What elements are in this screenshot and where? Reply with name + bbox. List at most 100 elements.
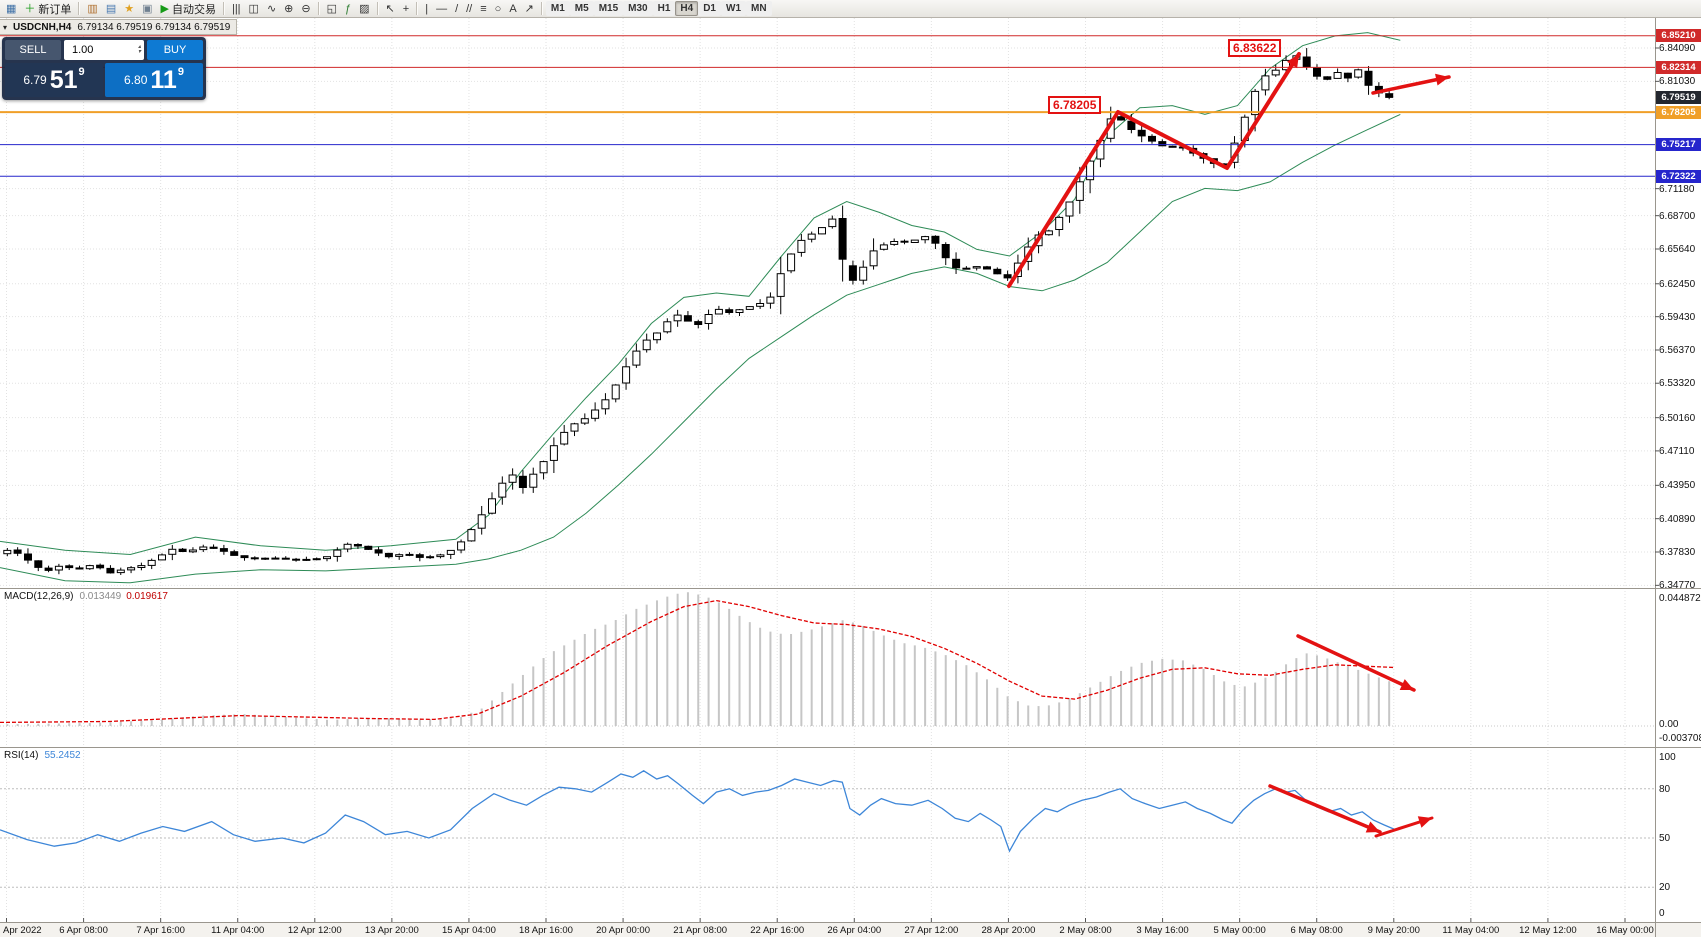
timeframe-d1-button[interactable]: D1 [698,1,721,16]
templates-icon: ▨ [359,2,370,15]
high-callout: 6.83622 [1228,39,1282,57]
price-tick-label: 6.81030 [1659,76,1696,88]
indicators-icon: ƒ [345,2,352,15]
price-tick-label: 6.56370 [1659,345,1696,356]
time-axis-label: 12 Apr 12:00 [287,925,342,936]
time-axis-label: 27 Apr 12:00 [904,925,959,936]
price-line-label-6.72322: 6.72322 [1656,169,1701,183]
fibonacci-icon[interactable]: ≡ [476,1,490,17]
time-axis-label: 22 Apr 16:00 [750,925,805,936]
tile-windows-icon[interactable]: ◱ [323,1,341,17]
ask-price[interactable]: 6.80 11 9 [105,63,203,97]
fibonacci-icon: ≡ [480,2,487,15]
timeframe-m30-button[interactable]: M30 [623,1,653,16]
trendline-icon[interactable]: / [451,1,462,17]
templates-icon[interactable]: ▨ [355,1,373,17]
text-icon: A [509,2,517,15]
rsi-axis-label: 20 [1659,882,1671,894]
horizontal-level-lines[interactable] [0,35,1655,177]
bollinger-upper-line [0,32,1401,556]
arrow-tool-icon[interactable]: ↗ [521,1,538,17]
market-watch-icon[interactable]: ▥ [83,1,101,17]
rsi-value: 55.2452 [44,750,81,761]
pane-separator-rsi[interactable] [0,745,1655,749]
zoom-in-icon[interactable]: ⊕ [280,1,297,17]
time-axis-label: 9 May 20:00 [1367,925,1420,936]
timeframe-m15-button[interactable]: M15 [593,1,624,16]
channel-icon[interactable]: // [462,1,476,17]
new-order-button[interactable]: ＋新订单 [20,1,75,17]
toolbar-separator [317,2,320,15]
sell-button[interactable]: SELL [5,40,61,60]
volume-input[interactable]: 1.00 ▴ ▾ [64,40,144,60]
time-axis-label: 18 Apr 16:00 [519,925,573,936]
timeframe-h4-button[interactable]: H4 [675,1,699,16]
time-axis-label: 6 Apr 08:00 [59,925,108,936]
bar-chart-icon[interactable]: ||| [228,1,245,17]
cursor-icon[interactable]: ↖ [382,1,399,17]
ask-price-big: 11 [150,66,177,94]
time-axis-label: Apr 2022 [3,925,42,936]
candlestick-icon[interactable]: ◫ [245,1,263,17]
shapes-icon[interactable]: ○ [491,1,506,17]
zoom-out-icon[interactable]: ⊖ [297,1,314,17]
volume-down-icon[interactable]: ▾ [137,49,141,55]
indicators-icon[interactable]: ƒ [341,1,355,17]
chart-plot-area[interactable] [0,18,1655,922]
terminal-icon[interactable]: ▣ [138,1,156,17]
toolbar-separator [78,2,81,15]
toolbar-separator [540,2,543,15]
horizontal-line-icon[interactable]: — [432,1,451,17]
macd-signal-line [0,599,1395,724]
pane-separator-macd[interactable] [0,586,1655,590]
frame-lines [0,18,1701,937]
rsi-line [0,770,1396,853]
chart-title-bar[interactable]: ▾ USDCNH,H4 6.79134 6.79519 6.79134 6.79… [0,19,238,35]
time-axis-label: 16 May 00:00 [1596,925,1654,936]
zoom-in-icon: ⊕ [284,2,294,15]
time-axis-label: 13 Apr 20:00 [364,925,419,936]
new-order-icon: ＋ [24,2,36,15]
time-axis[interactable] [0,922,1701,937]
time-axis-label: 5 May 00:00 [1213,925,1266,936]
crosshair-icon: + [402,2,410,15]
timeframe-h1-button[interactable]: H1 [652,1,676,16]
data-window-icon[interactable]: ▤ [102,1,120,17]
navigator-icon[interactable]: ★ [120,1,138,17]
timeframe-w1-button[interactable]: W1 [721,1,746,16]
autotrading-button[interactable]: ▶ 自动交易 [157,1,220,17]
tile-windows-icon: ◱ [326,2,338,15]
timeframe-m5-button[interactable]: M5 [569,1,594,16]
market-watch-icon: ▥ [87,2,98,15]
price-tick-label: 6.68700 [1659,210,1696,222]
vertical-line-icon[interactable]: | [421,1,432,17]
macd-indicator-label: MACD(12,26,9) 0.013449 0.019617 [4,591,168,602]
bollinger-lower-line [0,113,1401,584]
timeframe-m1-button[interactable]: M1 [545,1,570,16]
candles-layer [3,48,1394,575]
price-tick-label: 6.43950 [1659,480,1696,492]
chart-window-icon[interactable]: ▦ [2,1,20,17]
bid-price[interactable]: 6.79 51 9 [5,63,103,97]
volume-up-icon[interactable]: ▴ [137,44,141,50]
line-chart-icon[interactable]: ∿ [263,1,280,17]
price-tick-label: 6.37830 [1659,547,1696,558]
price-tick-label: 6.62450 [1659,278,1696,290]
arrow-tool-icon: ↗ [524,2,534,15]
one-click-toggle-icon[interactable]: ▾ [3,22,8,32]
price-tick-label: 6.84090 [1659,43,1696,54]
toolbar-separator [416,2,419,15]
time-axis-label: 11 May 04:00 [1442,925,1500,936]
trend-annotations[interactable] [1007,52,1451,838]
ask-price-small: 6.80 [124,73,148,87]
crosshair-icon[interactable]: + [399,1,413,17]
volume-stepper[interactable]: ▴ ▾ [137,44,141,55]
horizontal-line-icon: — [436,2,448,15]
cursor-icon: ↖ [385,2,395,15]
time-axis-label: 28 Apr 20:00 [981,925,1036,936]
text-icon[interactable]: A [505,1,520,17]
timeframe-mn-button[interactable]: MN [746,1,772,16]
buy-button[interactable]: BUY [147,40,203,60]
